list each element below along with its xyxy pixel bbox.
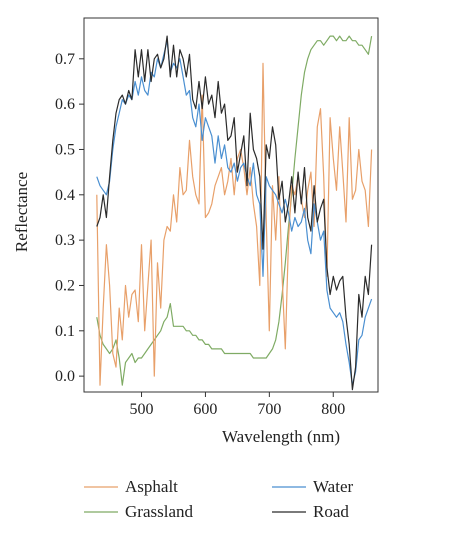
y-tick-label: 0.5 (55, 141, 75, 158)
legend-label-water: Water (313, 477, 353, 496)
legend-label-grassland: Grassland (125, 502, 193, 521)
legend-label-road: Road (313, 502, 349, 521)
y-axis-label: Reflectance (12, 172, 31, 252)
x-tick-label: 800 (321, 401, 345, 418)
series-line-asphalt (96, 62, 373, 386)
y-tick-label: 0.2 (55, 277, 75, 294)
y-tick-label: 0.1 (55, 323, 75, 340)
x-tick-label: 700 (257, 401, 281, 418)
plot-frame (83, 17, 379, 393)
y-tick-label: 0.3 (55, 232, 75, 249)
series-line-road (96, 35, 373, 391)
series-lines (96, 35, 373, 391)
y-tick-label: 0.4 (55, 187, 75, 204)
series-line-water (96, 40, 373, 386)
y-tick-label: 0.6 (55, 96, 75, 113)
axis-ticks: 500 600 700 800 0.0 0.1 0.2 0.3 0.4 0.5 0.6 0.7 (55, 51, 345, 418)
x-tick-label: 600 (193, 401, 217, 418)
y-tick-label: 0.7 (55, 51, 75, 68)
series-line-grassland (96, 35, 373, 386)
legend-label-asphalt: Asphalt (125, 477, 178, 496)
y-tick-label: 0.0 (55, 368, 75, 385)
x-tick-label: 500 (130, 401, 154, 418)
legend: Asphalt Water Grassland Road (84, 477, 353, 521)
x-axis-label: Wavelength (nm) (222, 427, 340, 446)
